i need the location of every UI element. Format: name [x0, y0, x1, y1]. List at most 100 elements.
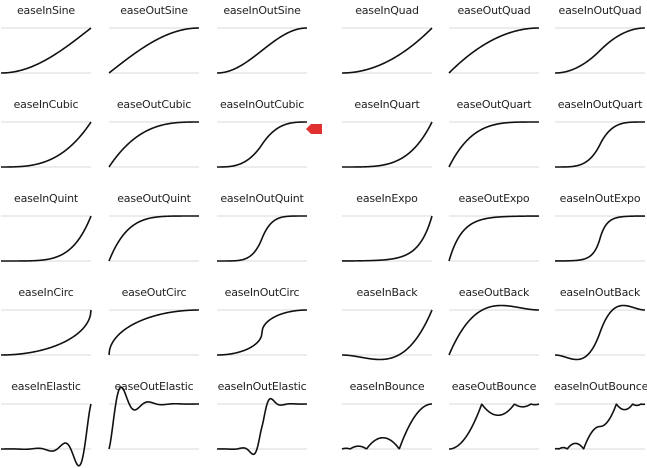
easing-plot	[554, 121, 646, 168]
easing-label: easeInOutBounce	[554, 380, 647, 393]
easing-plot	[108, 386, 200, 450]
easing-curve-easeOutQuint	[108, 215, 200, 262]
easing-label: easeInExpo	[356, 192, 418, 205]
easing-plot	[448, 403, 540, 450]
easing-label: easeInQuad	[355, 4, 419, 17]
easing-label: easeInSine	[16, 4, 75, 17]
easing-cell-easeInQuad: easeInQuad	[341, 0, 433, 90]
easing-cell-easeInBack: easeInBack	[341, 282, 433, 372]
easing-curve-easeInBounce	[341, 403, 433, 450]
easing-label: easeInOutQuad	[558, 4, 642, 17]
easing-plot	[0, 403, 92, 467]
easing-curve-easeInOutQuint	[216, 215, 308, 262]
easing-plot	[216, 121, 308, 168]
easing-cell-easeInCirc: easeInCirc	[0, 282, 92, 372]
easing-label: easeInOutQuint	[220, 192, 304, 205]
easing-cell-easeInQuint: easeInQuint	[0, 188, 92, 278]
easing-curve-easeInOutBounce	[554, 403, 646, 450]
easing-cell-easeInOutCubic: easeInOutCubic	[216, 94, 308, 184]
easing-plot	[554, 215, 646, 262]
easing-plot	[0, 121, 92, 168]
easing-curve-easeInSine	[0, 27, 92, 74]
easing-curve-easeOutQuart	[448, 121, 540, 168]
easing-cell-easeInOutBounce: easeInOutBounce	[554, 376, 647, 466]
easing-cell-easeInOutSine: easeInOutSine	[216, 0, 308, 90]
easing-cell-easeInQuart: easeInQuart	[341, 94, 433, 184]
easing-plot	[448, 27, 540, 74]
easing-label: easeInOutQuart	[557, 98, 643, 111]
easing-curve-easeInQuart	[341, 121, 433, 168]
easing-label: easeOutBack	[458, 286, 530, 299]
easing-label: easeInBounce	[349, 380, 425, 393]
red-pointer-icon	[306, 124, 322, 134]
easing-cell-easeInOutQuint: easeInOutQuint	[216, 188, 308, 278]
easing-cell-easeOutSine: easeOutSine	[108, 0, 200, 90]
easing-plot	[108, 27, 200, 74]
easing-label: easeOutCirc	[121, 286, 187, 299]
easing-curve-easeOutSine	[108, 27, 200, 74]
easing-curve-easeInBack	[341, 309, 433, 361]
easing-label: easeInElastic	[11, 380, 81, 393]
easing-cell-easeOutCirc: easeOutCirc	[108, 282, 200, 372]
easing-cell-easeOutBack: easeOutBack	[448, 282, 540, 372]
easing-plot	[0, 215, 92, 262]
easing-label: easeInOutCubic	[219, 98, 305, 111]
easing-curve-easeInQuint	[0, 215, 92, 262]
easing-label: easeOutQuad	[457, 4, 531, 17]
easing-cell-easeInCubic: easeInCubic	[0, 94, 92, 184]
easing-label: easeOutQuint	[117, 192, 191, 205]
easing-plot	[341, 121, 433, 168]
easing-cell-easeInOutQuart: easeInOutQuart	[554, 94, 646, 184]
easing-label: easeOutElastic	[114, 380, 194, 393]
easing-plot	[216, 215, 308, 262]
easing-label: easeOutQuart	[456, 98, 532, 111]
easing-cell-easeInSine: easeInSine	[0, 0, 92, 90]
easing-plot	[341, 215, 433, 262]
easing-cell-easeInExpo: easeInExpo	[341, 188, 433, 278]
easing-curve-easeInCubic	[0, 121, 92, 168]
easing-label: easeOutBounce	[451, 380, 537, 393]
easing-label: easeOutExpo	[458, 192, 530, 205]
easing-curve-easeInOutQuad	[554, 27, 646, 74]
easing-cell-easeInOutQuad: easeInOutQuad	[554, 0, 646, 90]
easing-plot	[108, 215, 200, 262]
easing-label: easeInBack	[356, 286, 418, 299]
easing-curve-easeInOutCubic	[216, 121, 308, 168]
easing-cell-easeInOutElastic: easeInOutElastic	[216, 376, 308, 466]
easing-cell-easeOutCubic: easeOutCubic	[108, 94, 200, 184]
easing-curve-easeInOutElastic	[216, 397, 308, 456]
easing-plot	[554, 403, 646, 450]
easing-cell-easeOutQuint: easeOutQuint	[108, 188, 200, 278]
easing-curve-easeInQuad	[341, 27, 433, 74]
easing-cell-easeInOutExpo: easeInOutExpo	[554, 188, 646, 278]
easing-curve-easeInOutCirc	[216, 309, 308, 356]
easing-label: easeInCubic	[13, 98, 79, 111]
easing-cell-easeInOutCirc: easeInOutCirc	[216, 282, 308, 372]
easing-plot	[448, 215, 540, 262]
easing-plot	[108, 121, 200, 168]
easing-cell-easeOutQuart: easeOutQuart	[448, 94, 540, 184]
easing-plot	[448, 121, 540, 168]
easing-plot	[554, 304, 646, 361]
easing-label: easeOutSine	[120, 4, 188, 17]
easing-label: easeInOutElastic	[217, 380, 307, 393]
easing-curve-easeOutExpo	[448, 215, 540, 262]
easing-curve-easeInExpo	[341, 215, 433, 262]
easing-plot	[341, 27, 433, 74]
easing-curve-easeInOutQuart	[554, 121, 646, 168]
easing-plot	[108, 309, 200, 356]
easing-label: easeInCirc	[18, 286, 74, 299]
easing-curve-easeInCirc	[0, 309, 92, 356]
easing-plot	[554, 27, 646, 74]
easing-cell-easeInBounce: easeInBounce	[341, 376, 433, 466]
easing-cell-easeInElastic: easeInElastic	[0, 376, 92, 467]
easing-curve-easeOutElastic	[108, 386, 200, 450]
easing-plot	[0, 309, 92, 356]
easing-cell-easeInOutBack: easeInOutBack	[554, 282, 646, 372]
easing-plot	[216, 27, 308, 74]
easing-label: easeOutCubic	[116, 98, 192, 111]
easing-cell-easeOutExpo: easeOutExpo	[448, 188, 540, 278]
easing-curve-easeInOutBack	[554, 304, 646, 361]
easing-plot	[341, 309, 433, 361]
